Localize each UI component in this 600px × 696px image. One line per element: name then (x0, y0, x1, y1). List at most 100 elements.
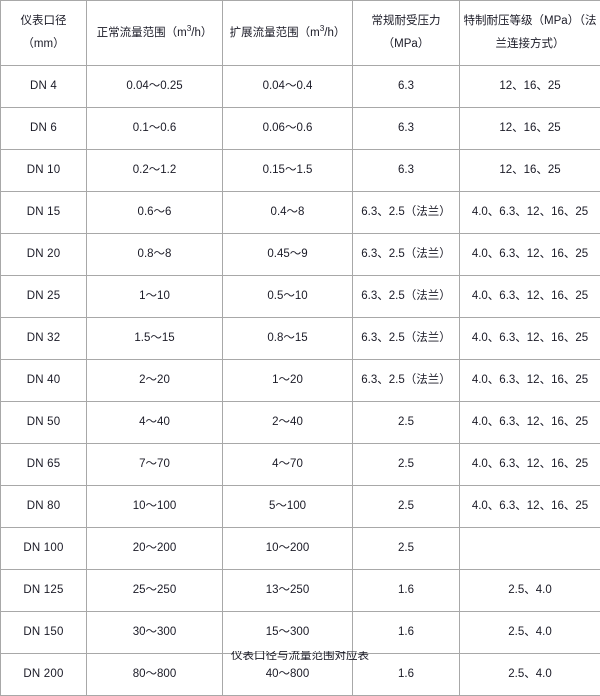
cell-diameter: DN 100 (1, 528, 87, 570)
column-header-standard-pressure-text-after: a） (411, 38, 429, 50)
cell-normal-flow: 10～100 (87, 486, 223, 528)
cell-special-pressure: 4.0、6.3、12、16、25 (460, 234, 600, 276)
cell-special-pressure: 4.0、6.3、12、16、25 (460, 318, 600, 360)
cell-standard-pressure: 6.3、2.5（法兰） (353, 360, 460, 402)
cell-diameter: DN 6 (1, 108, 87, 150)
cell-normal-flow: 2～20 (87, 360, 223, 402)
cell-normal-flow: 0.6～6 (87, 192, 223, 234)
column-header-standard-pressure-text: 常规耐受压力（MP (372, 15, 441, 50)
cell-normal-flow: 0.1～0.6 (87, 108, 223, 150)
cell-special-pressure: 12、16、25 (460, 150, 600, 192)
cell-extended-flow: 4～70 (223, 444, 353, 486)
cell-diameter: DN 10 (1, 150, 87, 192)
cell-extended-flow: 2～40 (223, 402, 353, 444)
cell-diameter: DN 40 (1, 360, 87, 402)
cell-special-pressure: 2.5、4.0 (460, 612, 600, 654)
cell-normal-flow: 20～200 (87, 528, 223, 570)
cell-diameter: DN 4 (1, 66, 87, 108)
cell-special-pressure: 4.0、6.3、12、16、25 (460, 192, 600, 234)
table-header: 仪表口径（mm） 正常流量范围（m3/h） 扩展流量范围（m3/h） 常规耐受压… (1, 1, 600, 66)
cell-special-pressure: 4.0、6.3、12、16、25 (460, 360, 600, 402)
cell-special-pressure: 12、16、25 (460, 66, 600, 108)
cell-standard-pressure: 1.6 (353, 570, 460, 612)
cell-normal-flow: 1.5～15 (87, 318, 223, 360)
cell-special-pressure: 4.0、6.3、12、16、25 (460, 402, 600, 444)
cell-normal-flow: 0.8～8 (87, 234, 223, 276)
cell-diameter: DN 32 (1, 318, 87, 360)
column-header-normal-flow-text: 正常流量范围（m (97, 27, 187, 39)
cell-normal-flow: 30～300 (87, 612, 223, 654)
column-header-extended-flow-text: 扩展流量范围（m (230, 27, 320, 39)
cell-special-pressure: 2.5、4.0 (460, 570, 600, 612)
cell-extended-flow: 0.15～1.5 (223, 150, 353, 192)
cell-extended-flow: 15～300 (223, 612, 353, 654)
cell-normal-flow: 0.2～1.2 (87, 150, 223, 192)
cell-diameter: DN 25 (1, 276, 87, 318)
cell-diameter: DN 15 (1, 192, 87, 234)
cell-extended-flow: 0.8～15 (223, 318, 353, 360)
cell-standard-pressure: 2.5 (353, 486, 460, 528)
cell-normal-flow: 1～10 (87, 276, 223, 318)
cell-diameter: DN 125 (1, 570, 87, 612)
cell-standard-pressure: 6.3、2.5（法兰） (353, 276, 460, 318)
cell-diameter: DN 80 (1, 486, 87, 528)
cell-normal-flow: 0.04～0.25 (87, 66, 223, 108)
cell-standard-pressure: 1.6 (353, 612, 460, 654)
column-header-special-pressure-text-after: 兰连接方式） (496, 38, 565, 50)
cutoff-caption: 仪表口径与流量范围对应表 (0, 651, 600, 660)
cell-extended-flow: 1～20 (223, 360, 353, 402)
column-header-extended-flow-text-after: /h） (324, 27, 345, 39)
cell-special-pressure: 4.0、6.3、12、16、25 (460, 276, 600, 318)
cell-diameter: DN 65 (1, 444, 87, 486)
cell-normal-flow: 7～70 (87, 444, 223, 486)
column-header-special-pressure-text: 特制耐压等级（MPa）（法 (464, 15, 597, 27)
cell-diameter: DN 20 (1, 234, 87, 276)
cell-special-pressure: 4.0、6.3、12、16、25 (460, 486, 600, 528)
cell-standard-pressure: 6.3 (353, 66, 460, 108)
cell-extended-flow: 13～250 (223, 570, 353, 612)
column-header-extended-flow: 扩展流量范围（m3/h） (223, 1, 353, 66)
cell-standard-pressure: 2.5 (353, 528, 460, 570)
cell-standard-pressure: 6.3、2.5（法兰） (353, 318, 460, 360)
cell-special-pressure: 4.0、6.3、12、16、25 (460, 444, 600, 486)
cell-standard-pressure: 6.3 (353, 150, 460, 192)
cell-standard-pressure: 2.5 (353, 444, 460, 486)
column-header-normal-flow: 正常流量范围（m3/h） (87, 1, 223, 66)
column-header-normal-flow-text-after: /h） (191, 27, 212, 39)
cell-normal-flow: 25～250 (87, 570, 223, 612)
cell-standard-pressure: 6.3 (353, 108, 460, 150)
cell-standard-pressure: 6.3、2.5（法兰） (353, 192, 460, 234)
cell-extended-flow: 10～200 (223, 528, 353, 570)
cell-extended-flow: 0.4～8 (223, 192, 353, 234)
cell-standard-pressure: 2.5 (353, 402, 460, 444)
table-header-row: 仪表口径（mm） 正常流量范围（m3/h） 扩展流量范围（m3/h） 常规耐受压… (1, 1, 600, 66)
cutoff-caption-text: 仪表口径与流量范围对应表 (0, 651, 600, 660)
cell-standard-pressure: 6.3、2.5（法兰） (353, 234, 460, 276)
cell-diameter: DN 50 (1, 402, 87, 444)
cell-extended-flow: 0.5～10 (223, 276, 353, 318)
column-header-special-pressure: 特制耐压等级（MPa）（法兰连接方式） (460, 1, 600, 66)
cell-diameter: DN 150 (1, 612, 87, 654)
cell-normal-flow: 4～40 (87, 402, 223, 444)
cell-extended-flow: 5～100 (223, 486, 353, 528)
column-header-standard-pressure: 常规耐受压力（MPa） (353, 1, 460, 66)
cell-extended-flow: 0.04～0.4 (223, 66, 353, 108)
column-header-diameter-text-after: m） (44, 38, 65, 50)
cell-extended-flow: 0.06～0.6 (223, 108, 353, 150)
cell-extended-flow: 0.45～9 (223, 234, 353, 276)
